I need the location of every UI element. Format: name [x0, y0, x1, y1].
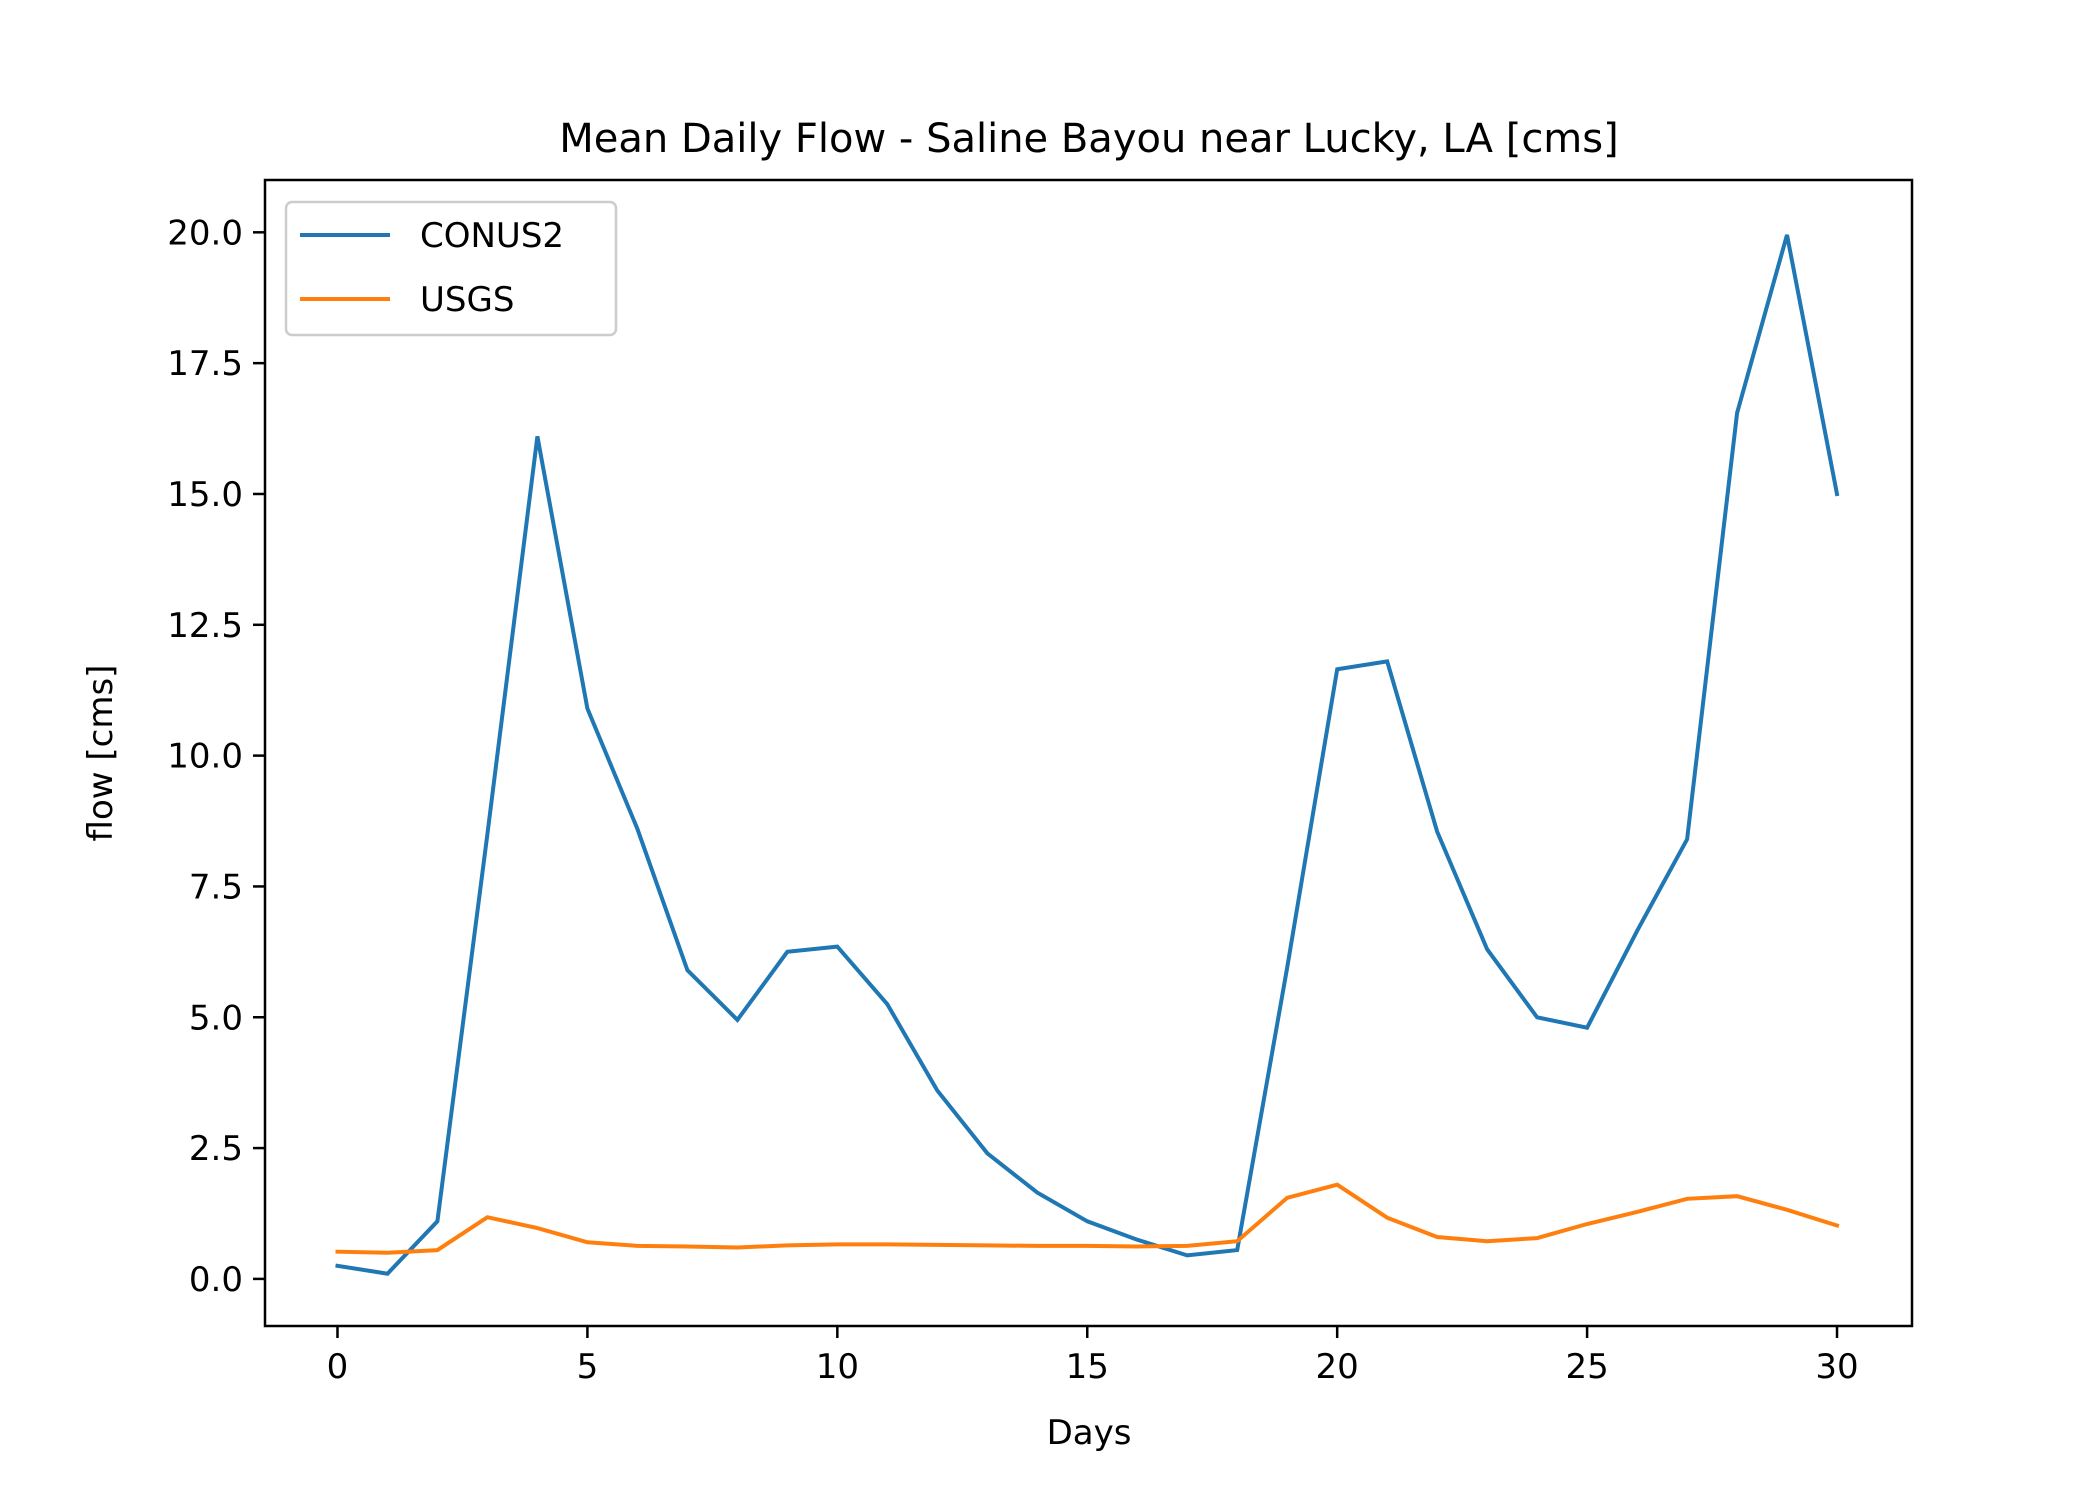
plot-area [335, 234, 1840, 1276]
x-tick-label: 10 [816, 1347, 859, 1387]
y-tick-label: 7.5 [189, 867, 243, 907]
x-axis: 0 5 10 15 20 25 30 [327, 1326, 1859, 1387]
x-axis-label: Days [1047, 1413, 1132, 1453]
y-tick-label: 17.5 [167, 344, 243, 384]
y-axis: 0.0 2.5 5.0 7.5 10.0 12.5 15.0 17.5 20.0 [167, 213, 265, 1300]
y-tick-label: 0.0 [189, 1260, 243, 1300]
x-tick-label: 25 [1565, 1347, 1608, 1387]
x-tick-label: 15 [1066, 1347, 1109, 1387]
x-tick-label: 20 [1316, 1347, 1359, 1387]
y-tick-label: 5.0 [189, 998, 243, 1038]
legend-label-conus2: CONUS2 [420, 216, 564, 256]
series-line-usgs [335, 1182, 1840, 1255]
x-tick-label: 0 [327, 1347, 349, 1387]
x-tick-label: 5 [577, 1347, 599, 1387]
series-line-conus2 [335, 234, 1840, 1276]
y-axis-label: flow [cms] [81, 665, 121, 842]
y-tick-label: 20.0 [167, 213, 243, 253]
y-tick-label: 12.5 [167, 606, 243, 646]
x-tick-label: 30 [1815, 1347, 1858, 1387]
legend: CONUS2 USGS [284, 200, 618, 337]
y-tick-label: 10.0 [167, 737, 243, 777]
chart-title: Mean Daily Flow - Saline Bayou near Luck… [559, 116, 1618, 162]
y-tick-label: 2.5 [189, 1129, 243, 1169]
legend-label-usgs: USGS [420, 280, 514, 320]
y-tick-label: 15.0 [167, 475, 243, 515]
